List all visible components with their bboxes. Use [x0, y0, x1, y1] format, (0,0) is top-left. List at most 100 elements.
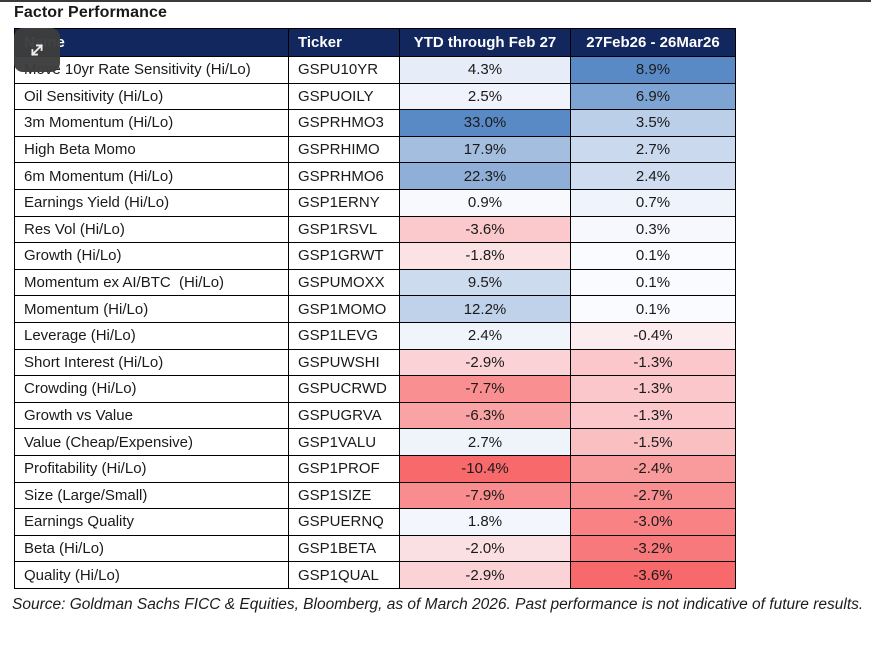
header-period: 27Feb26 - 26Mar26	[570, 28, 736, 57]
table-row: 3m Momentum (Hi/Lo) GSPRHMO3 33.0% 3.5%	[14, 109, 736, 137]
ytd-value-cell: -3.6%	[399, 215, 571, 244]
table-row: Crowding (Hi/Lo) GSPUCRWD -7.7% -1.3%	[14, 375, 736, 403]
period-value-cell: -3.6%	[570, 561, 736, 589]
period-value-cell: -1.3%	[570, 348, 736, 377]
period-value-cell: -2.4%	[570, 454, 736, 483]
table-row: Momentum (Hi/Lo) GSP1MOMO 12.2% 0.1%	[14, 295, 736, 323]
factor-name-cell: Momentum ex AI/BTC (Hi/Lo)	[14, 268, 289, 297]
header-ytd: YTD through Feb 27	[399, 28, 571, 57]
factor-name-cell: Quality (Hi/Lo)	[14, 561, 289, 589]
factor-name-cell: 3m Momentum (Hi/Lo)	[14, 109, 289, 137]
table-row: Leverage (Hi/Lo) GSP1LEVG 2.4% -0.4%	[14, 321, 736, 350]
table-row: Res Vol (Hi/Lo) GSP1RSVL -3.6% 0.3%	[14, 215, 736, 244]
period-value-cell: -1.3%	[570, 375, 736, 403]
ytd-value-cell: 2.4%	[399, 321, 571, 350]
factor-name-cell: Short Interest (Hi/Lo)	[14, 348, 289, 377]
table-row: Growth vs Value GSPUGRVA -6.3% -1.3%	[14, 401, 736, 430]
ytd-value-cell: 17.9%	[399, 135, 571, 164]
factor-name-cell: Earnings Yield (Hi/Lo)	[14, 188, 289, 217]
table-header-row: Name Ticker YTD through Feb 27 27Feb26 -…	[14, 28, 736, 57]
ticker-cell: GSPUOILY	[288, 82, 400, 111]
ticker-cell: GSP1SIZE	[288, 481, 400, 510]
factor-name-cell: Growth vs Value	[14, 401, 289, 430]
ticker-cell: GSPUGRVA	[288, 401, 400, 430]
period-value-cell: 0.3%	[570, 215, 736, 244]
expand-button[interactable]	[14, 28, 60, 72]
ticker-cell: GSP1VALU	[288, 428, 400, 456]
factor-name-cell: High Beta Momo	[14, 135, 289, 164]
period-value-cell: 6.9%	[570, 82, 736, 111]
period-value-cell: -0.4%	[570, 321, 736, 350]
ticker-cell: GSP1ERNY	[288, 188, 400, 217]
ticker-cell: GSP1MOMO	[288, 295, 400, 323]
page-title: Factor Performance	[14, 4, 167, 21]
period-value-cell: 2.7%	[570, 135, 736, 164]
table-row: Move 10yr Rate Sensitivity (Hi/Lo) GSPU10…	[14, 56, 736, 84]
top-rule-divider	[0, 0, 871, 2]
factor-name-cell: Beta (Hi/Lo)	[14, 534, 289, 563]
period-value-cell: 8.9%	[570, 56, 736, 84]
header-ticker: Ticker	[288, 28, 400, 57]
ticker-cell: GSP1PROF	[288, 454, 400, 483]
ytd-value-cell: 1.8%	[399, 508, 571, 536]
period-value-cell: -3.0%	[570, 508, 736, 536]
ytd-value-cell: -10.4%	[399, 454, 571, 483]
ticker-cell: GSPRHMO3	[288, 109, 400, 137]
ytd-value-cell: 2.7%	[399, 428, 571, 456]
ticker-cell: GSP1QUAL	[288, 561, 400, 589]
source-footnote: Source: Goldman Sachs FICC & Equities, B…	[12, 596, 864, 613]
factor-name-cell: Growth (Hi/Lo)	[14, 242, 289, 270]
table-row: Growth (Hi/Lo) GSP1GRWT -1.8% 0.1%	[14, 242, 736, 270]
table-row: Size (Large/Small) GSP1SIZE -7.9% -2.7%	[14, 481, 736, 510]
period-value-cell: 3.5%	[570, 109, 736, 137]
ytd-value-cell: -1.8%	[399, 242, 571, 270]
ticker-cell: GSP1RSVL	[288, 215, 400, 244]
factor-name-cell: Res Vol (Hi/Lo)	[14, 215, 289, 244]
factor-name-cell: Earnings Quality	[14, 508, 289, 536]
ytd-value-cell: 2.5%	[399, 82, 571, 111]
ytd-value-cell: 9.5%	[399, 268, 571, 297]
ytd-value-cell: -7.9%	[399, 481, 571, 510]
period-value-cell: 0.1%	[570, 242, 736, 270]
period-value-cell: -1.3%	[570, 401, 736, 430]
factor-name-cell: 6m Momentum (Hi/Lo)	[14, 162, 289, 190]
ytd-value-cell: -2.0%	[399, 534, 571, 563]
factor-name-cell: Oil Sensitivity (Hi/Lo)	[14, 82, 289, 111]
table-row: High Beta Momo GSPRHIMO 17.9% 2.7%	[14, 135, 736, 164]
table-row: Momentum ex AI/BTC (Hi/Lo) GSPUMOXX 9.5% 0.…	[14, 268, 736, 297]
period-value-cell: -3.2%	[570, 534, 736, 563]
table-row: Beta (Hi/Lo) GSP1BETA -2.0% -3.2%	[14, 534, 736, 563]
table-row: Earnings Quality GSPUERNQ 1.8% -3.0%	[14, 508, 736, 536]
factor-name-cell: Leverage (Hi/Lo)	[14, 321, 289, 350]
ytd-value-cell: 33.0%	[399, 109, 571, 137]
period-value-cell: 0.1%	[570, 268, 736, 297]
ticker-cell: GSPUCRWD	[288, 375, 400, 403]
ticker-cell: GSP1LEVG	[288, 321, 400, 350]
ytd-value-cell: -7.7%	[399, 375, 571, 403]
ytd-value-cell: 22.3%	[399, 162, 571, 190]
ytd-value-cell: 0.9%	[399, 188, 571, 217]
factor-name-cell: Size (Large/Small)	[14, 481, 289, 510]
table-row: Quality (Hi/Lo) GSP1QUAL -2.9% -3.6%	[14, 561, 736, 589]
table-row: 6m Momentum (Hi/Lo) GSPRHMO6 22.3% 2.4%	[14, 162, 736, 190]
period-value-cell: -2.7%	[570, 481, 736, 510]
table-row: Oil Sensitivity (Hi/Lo) GSPUOILY 2.5% 6.9%	[14, 82, 736, 111]
table-row: Earnings Yield (Hi/Lo) GSP1ERNY 0.9% 0.7%	[14, 188, 736, 217]
ticker-cell: GSPUERNQ	[288, 508, 400, 536]
table-row: Value (Cheap/Expensive) GSP1VALU 2.7% -1.5%	[14, 428, 736, 456]
ticker-cell: GSPU10YR	[288, 56, 400, 84]
ticker-cell: GSPUWSHI	[288, 348, 400, 377]
period-value-cell: 0.7%	[570, 188, 736, 217]
table-row: Profitability (Hi/Lo) GSP1PROF -10.4% -2.4%	[14, 454, 736, 483]
table-row: Short Interest (Hi/Lo) GSPUWSHI -2.9% -1.3%	[14, 348, 736, 377]
expand-icon	[26, 39, 48, 61]
ticker-cell: GSP1GRWT	[288, 242, 400, 270]
ticker-cell: GSPRHIMO	[288, 135, 400, 164]
factor-performance-table: Name Ticker YTD through Feb 27 27Feb26 -…	[14, 28, 736, 589]
ytd-value-cell: -6.3%	[399, 401, 571, 430]
factor-name-cell: Value (Cheap/Expensive)	[14, 428, 289, 456]
ytd-value-cell: -2.9%	[399, 561, 571, 589]
ytd-value-cell: 4.3%	[399, 56, 571, 84]
factor-name-cell: Profitability (Hi/Lo)	[14, 454, 289, 483]
